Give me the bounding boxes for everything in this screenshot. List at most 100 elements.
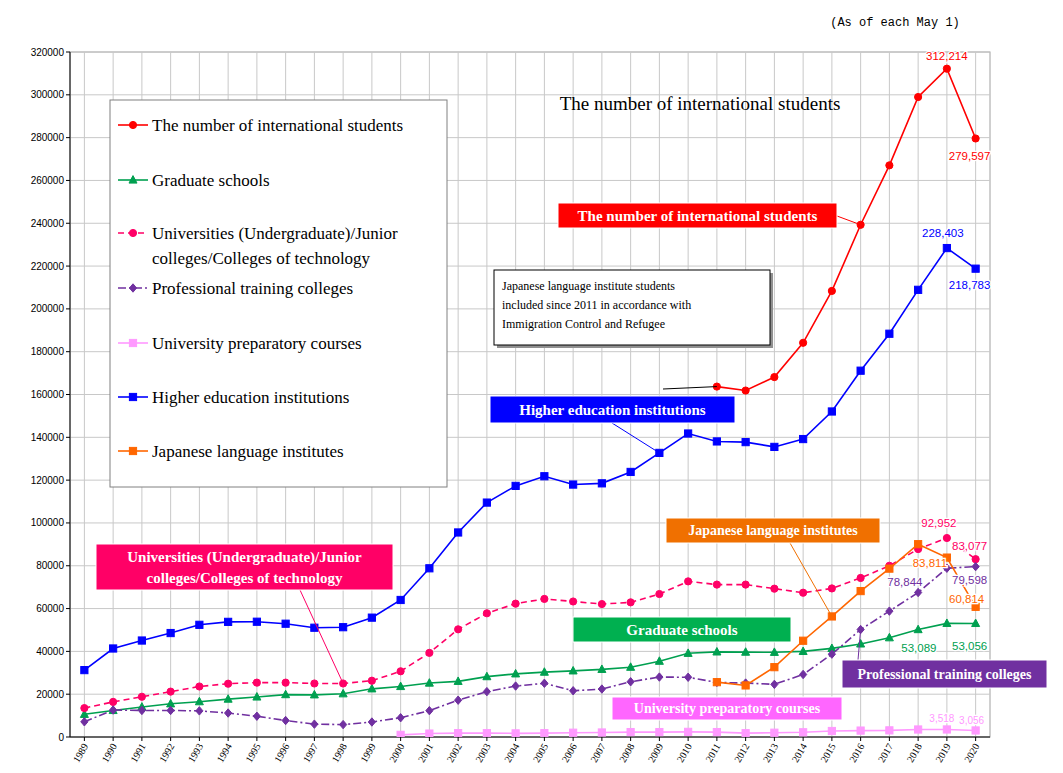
y-tick	[66, 308, 70, 309]
point	[570, 481, 577, 488]
data-label: 83,811	[913, 557, 947, 569]
x-tick	[889, 737, 890, 741]
note-leader	[663, 387, 717, 389]
x-tick	[429, 737, 430, 741]
x-tick	[601, 737, 602, 741]
point	[771, 680, 778, 688]
y-tick-label: 200000	[31, 303, 65, 314]
data-label: 3,518	[929, 713, 954, 724]
y-tick-label: 140000	[31, 432, 65, 443]
data-label: 218,783	[949, 279, 991, 291]
annotation-leader	[300, 590, 343, 683]
point	[742, 730, 749, 737]
data-label: 53,089	[901, 642, 936, 654]
point	[685, 673, 692, 681]
point	[800, 670, 807, 678]
y-tick	[66, 608, 70, 609]
point	[857, 574, 864, 581]
point	[455, 626, 462, 633]
legend-label-line: Higher education institutions	[152, 388, 349, 407]
point	[368, 614, 375, 621]
grid-line-y	[70, 608, 990, 609]
point	[627, 468, 634, 475]
annotation-box	[96, 544, 393, 590]
x-tick-label: 2016	[847, 742, 867, 765]
point	[828, 650, 835, 658]
point	[684, 649, 692, 657]
point	[771, 664, 778, 671]
point	[857, 367, 864, 374]
point	[483, 687, 490, 695]
point	[857, 587, 864, 594]
point	[253, 679, 260, 686]
point	[512, 600, 519, 607]
point	[800, 637, 807, 644]
point	[109, 706, 117, 714]
annotation-leader	[837, 216, 861, 225]
point	[598, 729, 605, 736]
x-tick-label: 1991	[128, 742, 148, 765]
point	[110, 706, 117, 714]
x-tick-label: 2013	[761, 742, 781, 765]
grid-line-y	[70, 694, 990, 695]
point	[253, 712, 260, 720]
y-tick	[66, 522, 70, 523]
point	[368, 718, 375, 726]
x-tick-label: 2009	[646, 742, 666, 765]
x-tick	[343, 737, 344, 741]
annotation-line: Graduate schools	[626, 622, 737, 638]
y-tick	[66, 737, 70, 738]
annotation-line: University preparatory courses	[634, 701, 821, 716]
point	[570, 687, 577, 695]
point	[685, 728, 692, 735]
x-tick	[285, 737, 286, 741]
x-tick	[716, 737, 717, 741]
point	[799, 647, 807, 655]
legend-marker	[129, 339, 136, 346]
point	[81, 705, 88, 712]
grid-line-x	[458, 52, 459, 737]
legend-label-line: University preparatory courses	[152, 334, 362, 353]
point	[915, 588, 922, 596]
point	[483, 730, 490, 737]
grid-line-x	[803, 52, 804, 737]
point	[569, 666, 577, 674]
x-tick	[688, 737, 689, 741]
x-tick	[803, 737, 804, 741]
point	[886, 565, 893, 572]
point	[771, 443, 778, 450]
y-tick-label: 180000	[31, 346, 65, 357]
x-tick	[228, 737, 229, 741]
subtitle: (As of each May 1)	[830, 16, 960, 30]
y-tick-label: 220000	[31, 261, 65, 272]
x-axis	[70, 737, 990, 738]
legend: The number of international studentsGrad…	[110, 100, 447, 487]
point	[455, 529, 462, 536]
point	[915, 286, 922, 293]
point	[800, 589, 807, 596]
point	[713, 728, 720, 735]
legend-label-line: Japanese language institutes	[152, 442, 344, 461]
y-tick-label: 80000	[36, 560, 64, 571]
point	[943, 244, 950, 251]
point	[713, 581, 720, 588]
x-tick-label: 1999	[358, 742, 378, 765]
legend-marker	[129, 393, 136, 400]
point	[713, 678, 720, 686]
point	[857, 727, 864, 734]
grid-line-x	[831, 52, 832, 737]
x-tick	[659, 737, 660, 741]
point	[655, 657, 663, 665]
point	[541, 679, 548, 687]
point	[857, 640, 865, 648]
point	[483, 672, 491, 680]
point	[800, 435, 807, 442]
point	[771, 585, 778, 592]
point	[253, 693, 261, 701]
point	[570, 729, 577, 736]
point	[195, 697, 203, 705]
x-tick-label: 2005	[531, 742, 551, 765]
point	[656, 673, 663, 681]
annotation-line: colleges/Colleges of technology	[147, 570, 343, 586]
point	[397, 731, 404, 737]
